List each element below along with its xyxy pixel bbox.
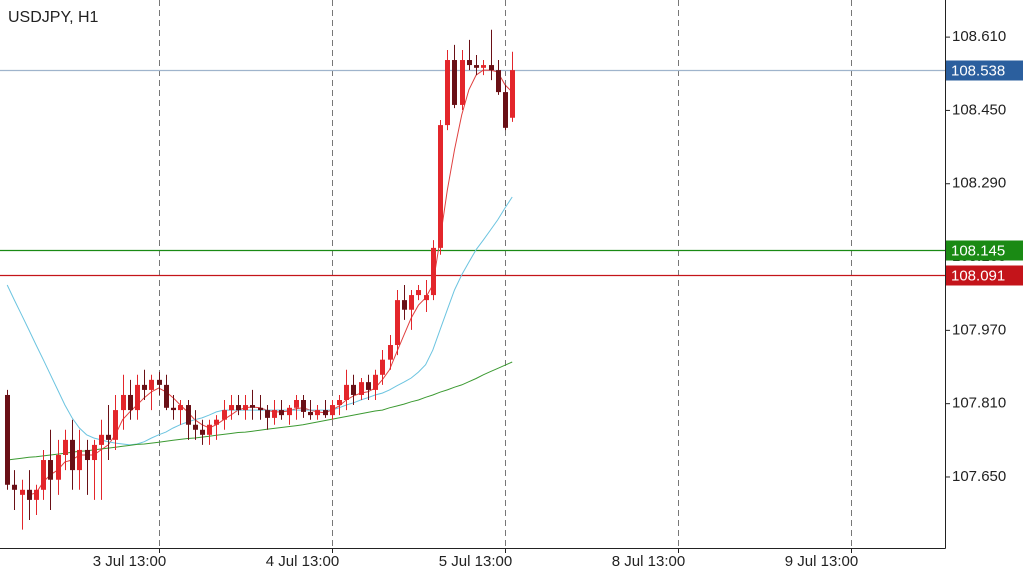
candle-body [424, 295, 429, 301]
x-tick-label: 3 Jul 13:00 [93, 553, 166, 570]
candle-body [351, 384, 356, 395]
candle-body [366, 382, 371, 390]
candle-body [510, 70, 515, 118]
candle-body [171, 407, 176, 411]
candle-body [121, 394, 126, 411]
candle-body [157, 379, 162, 385]
candle-body [489, 65, 494, 71]
x-tick-label: 4 Jul 13:00 [266, 553, 339, 570]
axis-labels: 107.650107.810107.970108.130108.290108.4… [93, 28, 1023, 570]
candle-body [416, 290, 421, 296]
price-badge [946, 240, 1023, 261]
candle-body [301, 400, 306, 412]
y-tick-label: 107.650 [952, 468, 1006, 485]
y-tick-label: 107.810 [952, 395, 1006, 412]
candle-body [200, 429, 205, 435]
x-tick-label: 9 Jul 13:00 [785, 553, 858, 570]
candle-body [323, 410, 328, 416]
price-badge-label: 108.538 [951, 62, 1005, 79]
candle-body [337, 400, 342, 406]
candle-body [142, 384, 147, 390]
price-badge [946, 60, 1023, 81]
candle-body [474, 65, 479, 68]
x-tick-label: 8 Jul 13:00 [612, 553, 685, 570]
candle-body [402, 300, 407, 310]
candle-body [27, 489, 32, 500]
candle-body [106, 434, 111, 440]
candle-body [265, 410, 270, 418]
price-badge [946, 265, 1023, 286]
candle-body [315, 410, 320, 416]
candle-body [388, 345, 393, 360]
candle-body [20, 489, 25, 495]
y-tick-label: 108.450 [952, 101, 1006, 118]
candle-body [438, 125, 443, 248]
candle-body [193, 424, 198, 430]
candle-body [222, 410, 227, 420]
candle-body [481, 65, 486, 68]
candle-body [85, 449, 90, 461]
y-tick-label: 107.970 [952, 321, 1006, 338]
price-badge-label: 108.145 [951, 242, 1005, 259]
candle-body [63, 439, 68, 455]
candle-body [135, 384, 140, 411]
candle-body [496, 70, 501, 93]
candle-body [395, 300, 400, 346]
candle-body [48, 460, 53, 480]
candle-body [250, 405, 255, 408]
candle-body [467, 60, 472, 66]
candle-body [214, 419, 219, 425]
moving-average [7, 361, 513, 461]
candle-body [431, 247, 436, 296]
candle-body [128, 394, 133, 411]
candle-body [178, 405, 183, 411]
candle-body [373, 374, 378, 390]
level-layer [0, 69, 945, 277]
candle-body [308, 411, 313, 416]
chart-title: USDJPY, H1 [8, 9, 99, 26]
candle-body [149, 379, 154, 390]
candle-body [70, 439, 75, 471]
candle-body [229, 405, 234, 411]
candle-body [287, 407, 292, 416]
candle-body [452, 60, 457, 105]
candle-body [5, 394, 10, 485]
x-tick-label: 5 Jul 13:00 [439, 553, 512, 570]
candle-body [243, 405, 248, 411]
y-tick-label: 108.290 [952, 175, 1006, 192]
candle-body [99, 434, 104, 445]
candle-body [12, 484, 17, 490]
candle-body [77, 449, 82, 471]
y-tick-label: 108.610 [952, 28, 1006, 45]
candle-body [380, 359, 385, 375]
candle-body [330, 405, 335, 416]
candle-body [409, 295, 414, 310]
candle-body [56, 454, 61, 480]
candle-body [344, 384, 349, 401]
candle-body [164, 384, 169, 408]
candle-body [279, 410, 284, 416]
candle-body [359, 382, 364, 395]
candle-body [236, 405, 241, 411]
candle-layer [5, 29, 515, 530]
candle-body [272, 410, 277, 418]
moving-average [6, 196, 513, 446]
candle-body [41, 460, 46, 490]
candle-body [503, 92, 508, 128]
candle-body [207, 424, 212, 435]
candle-body [92, 444, 97, 461]
candle-body [460, 60, 465, 105]
candle-body [258, 407, 263, 411]
candle-body [294, 400, 299, 408]
candle-body [113, 410, 118, 440]
price-badge-label: 108.091 [951, 267, 1005, 284]
candle-body [34, 489, 39, 500]
candle-body [445, 60, 450, 126]
candle-body [186, 405, 191, 425]
